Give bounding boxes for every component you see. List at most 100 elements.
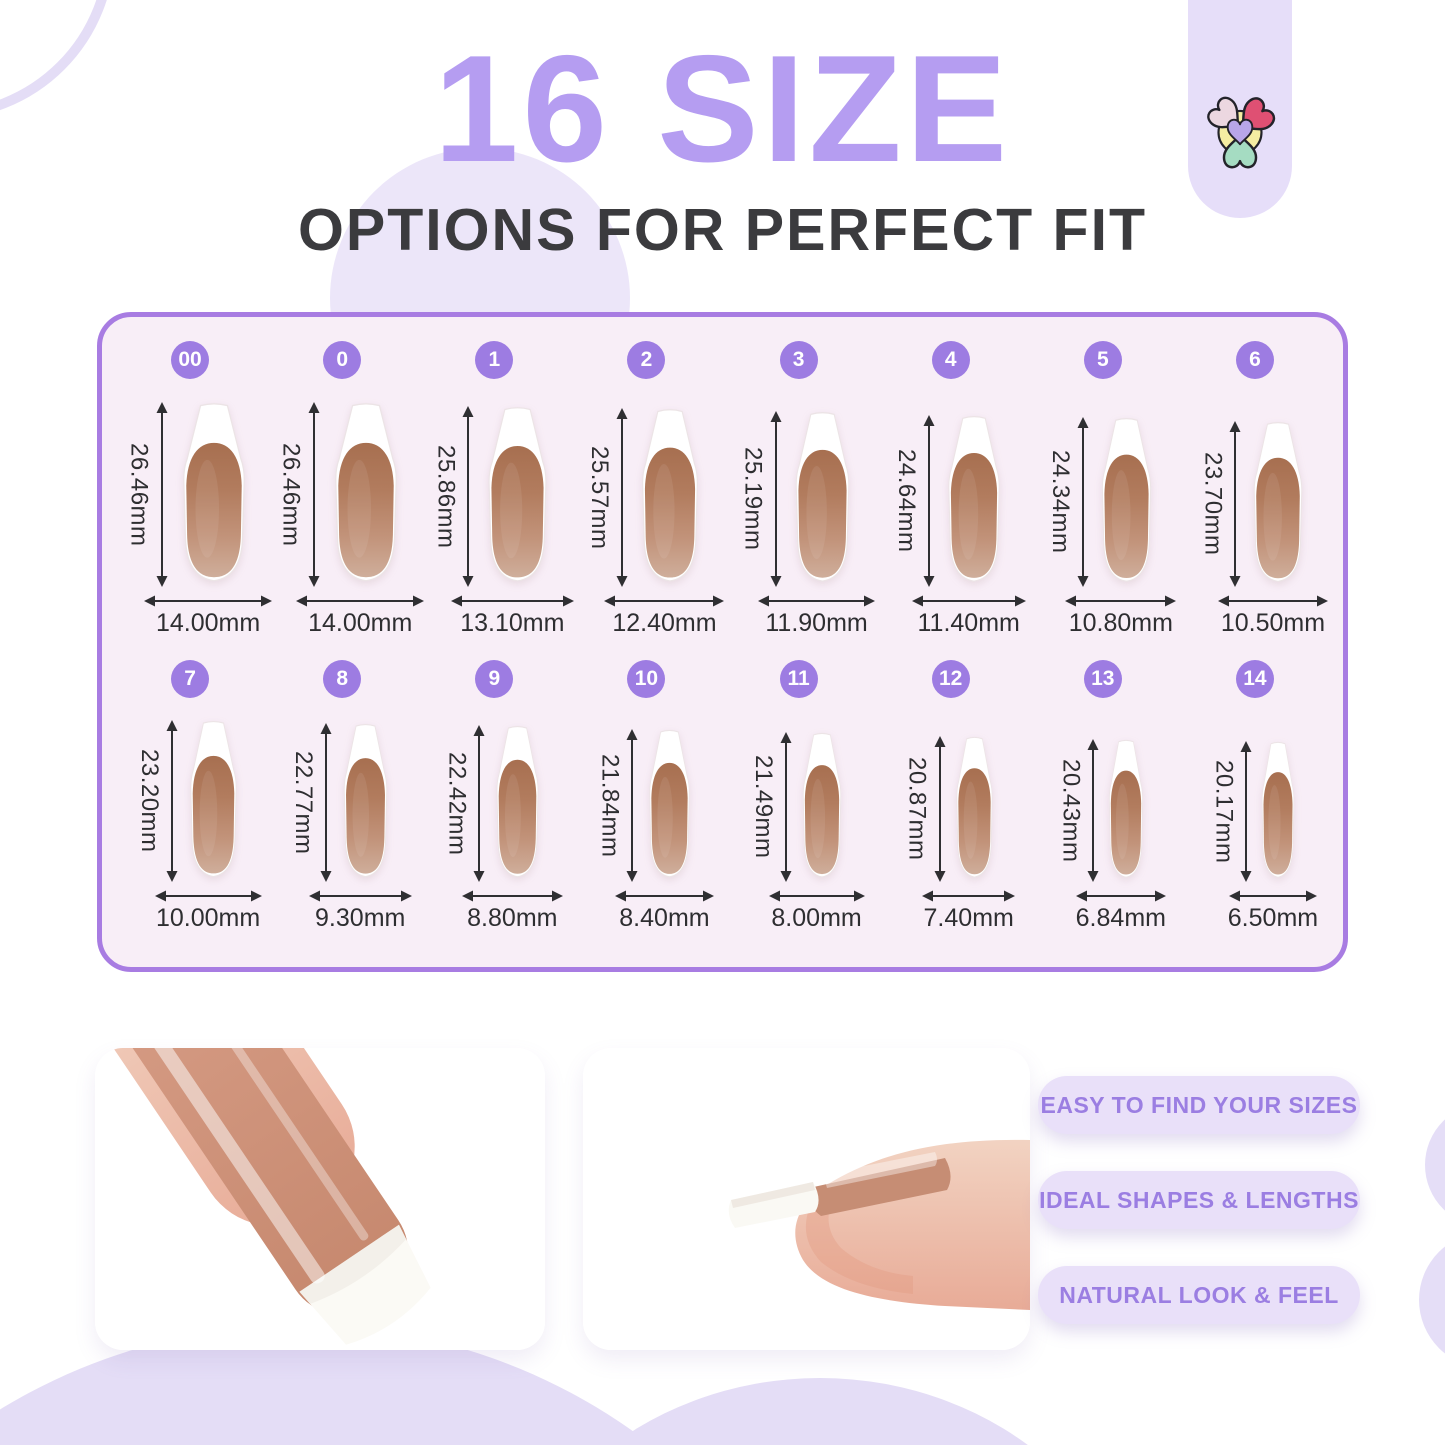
width-measure-group: 13.10mm xyxy=(450,594,574,638)
vertical-arrow-icon xyxy=(934,736,946,882)
size-cell-10: 10 21.84mm 8.40mm xyxy=(570,660,722,933)
horizontal-arrow-icon xyxy=(296,595,425,607)
nail-measure-group: 21.49mm xyxy=(749,714,848,882)
length-label: 26.46mm xyxy=(277,442,305,547)
width-measure-group: 10.00mm xyxy=(154,889,262,933)
brand-logo-ribbon xyxy=(1188,0,1292,218)
size-cell-0: 0 26.46mm 14.00mm xyxy=(266,341,425,638)
nail-swatch xyxy=(496,725,539,878)
size-badge: 3 xyxy=(779,341,818,379)
header: 16 SIZE OPTIONS FOR PERFECT FIT xyxy=(0,0,1445,262)
nail-side-view-photo xyxy=(583,1048,1030,1350)
length-label: 22.42mm xyxy=(443,751,471,856)
width-measure-group: 7.40mm xyxy=(922,889,1016,933)
size-badge: 2 xyxy=(627,341,666,379)
length-label: 23.70mm xyxy=(1199,452,1227,556)
horizontal-arrow-icon xyxy=(758,595,876,607)
horizontal-arrow-icon xyxy=(1217,595,1328,607)
nail-swatch xyxy=(190,720,237,878)
width-measure-group: 12.40mm xyxy=(604,594,725,638)
length-label: 25.57mm xyxy=(585,445,613,550)
nail-measure-group: 24.64mm xyxy=(892,395,1009,587)
nail-swatch xyxy=(1262,741,1295,878)
horizontal-arrow-icon xyxy=(911,595,1026,607)
size-badge: 10 xyxy=(627,660,666,698)
width-label: 9.30mm xyxy=(315,904,406,932)
width-measure-group: 11.90mm xyxy=(758,594,876,638)
length-label: 24.34mm xyxy=(1046,450,1074,554)
vertical-arrow-icon xyxy=(320,723,332,882)
size-cell-1: 1 25.86mm 13.10mm xyxy=(418,341,574,638)
vertical-arrow-icon xyxy=(616,408,628,587)
size-badge: 12 xyxy=(931,660,970,698)
nail-measure-group: 23.70mm xyxy=(1198,395,1311,587)
nail-closeup-illustration xyxy=(95,1048,545,1350)
size-badge: 1 xyxy=(475,341,514,379)
length-label: 25.86mm xyxy=(432,444,460,549)
length-label: 20.43mm xyxy=(1057,758,1085,863)
size-cell-13: 13 20.43mm 6.84mm xyxy=(1027,660,1179,933)
size-badge: 4 xyxy=(931,341,970,379)
vertical-arrow-icon xyxy=(1229,421,1241,587)
width-label: 6.84mm xyxy=(1075,904,1166,932)
length-label: 25.19mm xyxy=(739,447,767,551)
width-measure-group: 8.00mm xyxy=(768,889,865,933)
size-cell-14: 14 20.17mm 6.50mm xyxy=(1179,660,1331,933)
horizontal-arrow-icon xyxy=(308,890,412,902)
vertical-arrow-icon xyxy=(1087,739,1099,882)
width-label: 11.40mm xyxy=(917,609,1020,637)
horizontal-arrow-icon xyxy=(614,890,714,902)
page-subtitle: OPTIONS FOR PERFECT FIT xyxy=(297,197,1148,263)
nail-swatch xyxy=(488,407,547,582)
nail-swatch xyxy=(1254,421,1303,583)
nail-swatch xyxy=(956,736,993,878)
nail-closeup-photo xyxy=(95,1048,545,1350)
horizontal-arrow-icon xyxy=(461,890,563,902)
size-cell-12: 12 20.87mm 7.40mm xyxy=(875,660,1027,933)
size-cell-7: 7 23.20mm 10.00mm xyxy=(114,660,266,933)
size-cell-9: 9 22.42mm 8.80mm xyxy=(418,660,570,933)
vertical-arrow-icon xyxy=(156,402,168,587)
hearts-flower-logo-icon xyxy=(1207,96,1276,169)
nail-swatch xyxy=(182,403,245,582)
nail-measure-group: 25.57mm xyxy=(585,395,708,587)
page-title: 16 SIZE xyxy=(433,24,1012,194)
length-label: 20.87mm xyxy=(903,757,931,861)
size-cell-11: 11 21.49mm 8.00mm xyxy=(723,660,875,933)
size-badge: 9 xyxy=(475,660,514,698)
length-label: 26.46mm xyxy=(125,442,153,547)
width-label: 7.40mm xyxy=(923,904,1014,932)
width-measure-group: 11.40mm xyxy=(911,594,1026,638)
horizontal-arrow-icon xyxy=(604,595,725,607)
size-badge: 13 xyxy=(1083,660,1122,698)
width-measure-group: 9.30mm xyxy=(308,889,412,933)
vertical-arrow-icon xyxy=(770,411,782,587)
vertical-arrow-icon xyxy=(1077,417,1089,587)
nail-swatch xyxy=(795,412,849,582)
width-label: 13.10mm xyxy=(460,609,565,637)
feature-pill: IDEAL SHAPES & LENGTHS xyxy=(1038,1171,1360,1229)
nail-measure-group: 22.77mm xyxy=(289,714,395,882)
size-badge: 11 xyxy=(779,660,818,698)
size-cell-2: 2 25.57mm 12.40mm xyxy=(570,341,725,638)
width-label: 8.40mm xyxy=(619,904,710,932)
nail-measure-group: 24.34mm xyxy=(1046,395,1160,587)
size-badge: 14 xyxy=(1235,660,1274,698)
size-badge: 0 xyxy=(323,341,362,379)
size-badge: 6 xyxy=(1235,341,1274,379)
vertical-arrow-icon xyxy=(626,729,638,882)
horizontal-arrow-icon xyxy=(144,595,273,607)
horizontal-arrow-icon xyxy=(768,890,865,902)
size-cell-5: 5 24.34mm 10.80mm xyxy=(1027,341,1179,638)
size-cell-3: 3 25.19mm 11.90mm xyxy=(723,341,876,638)
length-label: 21.49mm xyxy=(750,755,778,859)
nail-measure-group: 23.20mm xyxy=(135,714,245,882)
nail-measure-group: 26.46mm xyxy=(277,395,408,587)
nail-measure-group: 20.87mm xyxy=(903,714,999,882)
nail-swatch xyxy=(642,409,698,582)
width-measure-group: 6.84mm xyxy=(1076,889,1166,933)
length-label: 21.84mm xyxy=(596,753,624,858)
decorative-bump-right xyxy=(1419,1232,1445,1368)
vertical-arrow-icon xyxy=(166,720,178,882)
